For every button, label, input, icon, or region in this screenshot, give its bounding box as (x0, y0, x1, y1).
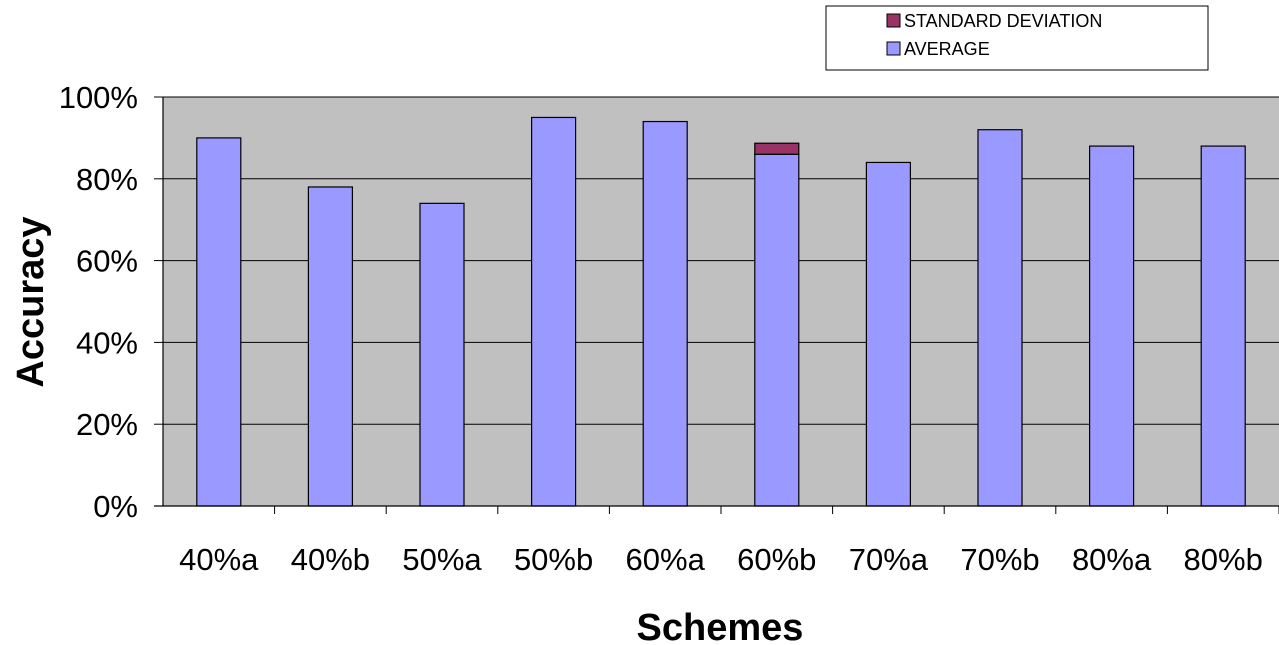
bar-average-60pctb (754, 153, 800, 507)
x-tick-label: 70%b (960, 542, 1039, 577)
legend-swatch-standard-deviation (886, 13, 901, 28)
x-tick-label: 50%b (514, 542, 593, 577)
y-tick-label: 80% (76, 162, 138, 197)
x-tick-label: 70%a (849, 542, 929, 577)
bar-average-50pcta (419, 202, 465, 507)
x-tick-label: 60%a (626, 542, 706, 577)
y-tick-label: 20% (76, 407, 138, 442)
y-tick-label: 40% (76, 325, 138, 360)
x-tick-labels: 40%a 40%b 50%a 50%b 60%a 60%b 70%a 70%b 80%a 80%b (179, 542, 1263, 577)
x-tick-label: 50%a (402, 542, 482, 577)
legend-swatch-average (886, 41, 901, 56)
y-tick-label: 100% (59, 80, 138, 115)
bar-average-50pctb (530, 116, 577, 507)
bar-average-70pcta (865, 161, 912, 507)
bar-average-70pctb (977, 129, 1023, 507)
bar-standard-deviation-60pctb (754, 142, 800, 155)
x-tick-label: 80%a (1072, 542, 1152, 577)
x-tick-label: 40%b (291, 542, 370, 577)
x-tick-label: 80%b (1184, 542, 1263, 577)
y-tick-label: 0% (93, 489, 138, 524)
x-tick-label: 40%a (179, 542, 259, 577)
legend-label-average: AVERAGE (904, 39, 990, 59)
y-axis-title: Accuracy (10, 216, 52, 387)
bar-average-80pctb (1200, 145, 1246, 507)
x-axis-title: Schemes (637, 607, 804, 645)
bar-average-40pctb (307, 186, 353, 507)
axes (154, 96, 1279, 514)
legend-label-standard-deviation: STANDARD DEVIATION (904, 11, 1102, 31)
y-tick-label: 60% (76, 244, 138, 279)
bar-average-60pcta (642, 120, 688, 507)
bar-average-40pcta (196, 137, 242, 507)
legend: STANDARD DEVIATION AVERAGE (825, 5, 1209, 71)
bars (196, 116, 1246, 507)
y-tick-labels: 0% 20% 40% 60% 80% 100% (59, 80, 138, 524)
x-tick-label: 60%b (737, 542, 816, 577)
bar-average-80pcta (1088, 145, 1135, 507)
